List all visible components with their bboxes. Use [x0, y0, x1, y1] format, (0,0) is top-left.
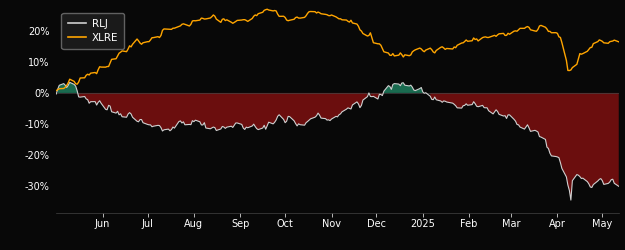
Legend: RLJ, XLRE: RLJ, XLRE — [61, 13, 124, 50]
